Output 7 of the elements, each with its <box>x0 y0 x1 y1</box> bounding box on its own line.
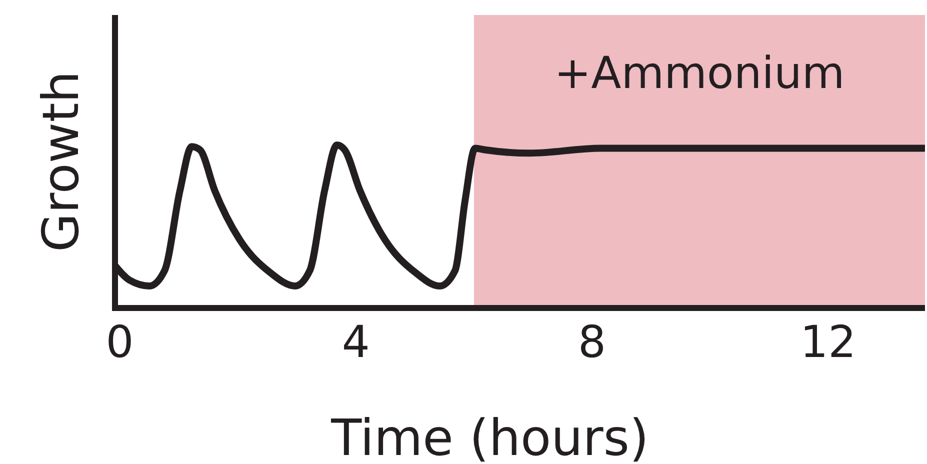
x-tick-label: 8 <box>578 317 606 368</box>
x-tick-label: 4 <box>342 317 370 368</box>
x-tick-label: 0 <box>106 317 134 368</box>
band-label: +Ammonium <box>554 48 845 99</box>
x-axis-title: Time (hours) <box>330 409 649 464</box>
y-axis-title: Growth <box>32 71 90 252</box>
x-tick-label: 12 <box>800 317 856 368</box>
